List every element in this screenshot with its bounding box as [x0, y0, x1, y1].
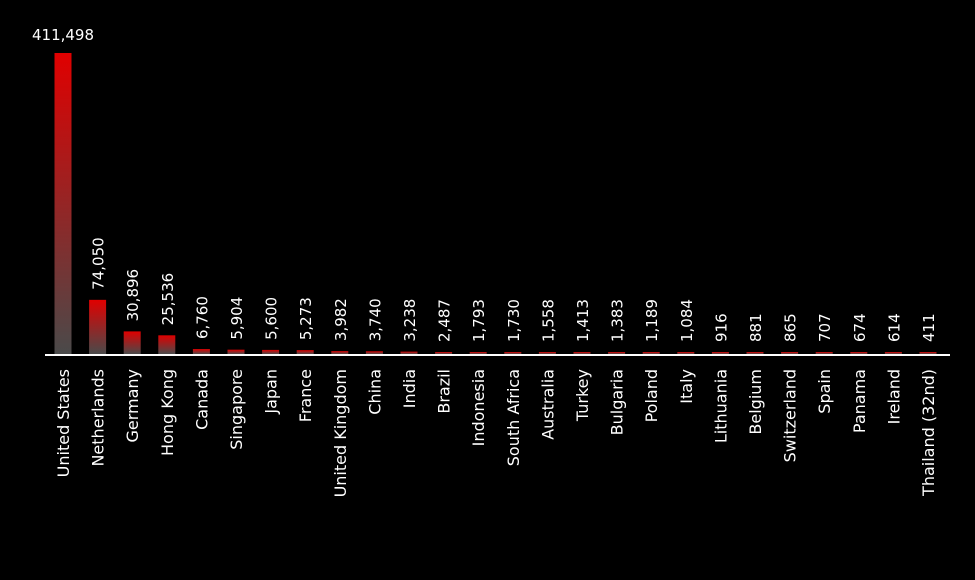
category-label-spain: Spain: [815, 369, 834, 414]
bar-belgium: [746, 352, 764, 354]
value-label-ireland: 614: [885, 313, 903, 342]
bar-singapore: [227, 349, 245, 354]
value-label-canada: 6,760: [193, 296, 211, 339]
category-label-france: France: [296, 369, 315, 422]
bar-thailand-32nd: [919, 352, 937, 354]
category-labels-group: United States Netherlands Germany Hong Kong…: [54, 369, 938, 497]
value-label-hong-kong: 25,536: [159, 273, 177, 326]
value-label-netherlands: 74,050: [90, 237, 108, 290]
category-label-japan: Japan: [262, 369, 281, 415]
category-label-australia: Australia: [538, 369, 557, 440]
value-label-indonesia: 1,793: [470, 299, 488, 342]
category-label-germany: Germany: [123, 369, 142, 443]
bar-australia: [538, 352, 556, 354]
bar-china: [365, 351, 383, 354]
value-label-china: 3,740: [366, 298, 384, 341]
category-label-singapore: Singapore: [227, 369, 246, 450]
category-label-canada: Canada: [192, 369, 211, 430]
value-label-panama: 674: [851, 313, 869, 342]
value-label-india: 3,238: [401, 299, 419, 342]
value-label-spain: 707: [816, 313, 834, 342]
category-label-hong-kong: Hong Kong: [158, 369, 177, 456]
value-label-united-kingdom: 3,982: [332, 298, 350, 341]
value-label-poland: 1,189: [643, 299, 661, 342]
category-label-netherlands: Netherlands: [89, 369, 108, 467]
value-label-belgium: 881: [747, 313, 765, 342]
category-label-united-states: United States: [54, 369, 73, 477]
category-label-poland: Poland: [642, 369, 661, 422]
value-label-bulgaria: 1,383: [609, 299, 627, 342]
value-label-south-africa: 1,730: [505, 299, 523, 342]
bar-france: [296, 350, 314, 354]
bar-united-kingdom: [331, 351, 349, 354]
bar-poland: [642, 352, 660, 354]
category-label-belgium: Belgium: [746, 369, 765, 435]
value-label-lithuania: 916: [712, 313, 730, 342]
bar-ireland: [884, 352, 902, 354]
category-label-brazil: Brazil: [435, 369, 454, 414]
category-label-south-africa: South Africa: [504, 369, 523, 466]
value-label-singapore: 5,904: [228, 297, 246, 340]
category-label-switzerland: Switzerland: [781, 369, 800, 462]
bar-switzerland: [781, 352, 799, 354]
bar-united-states: [54, 53, 72, 354]
category-label-ireland: Ireland: [884, 369, 903, 424]
category-label-lithuania: Lithuania: [711, 369, 730, 443]
bar-italy: [677, 352, 695, 354]
bar-turkey: [573, 352, 591, 354]
category-label-thailand-32nd: Thailand (32nd): [919, 369, 938, 497]
bar-canada: [192, 349, 210, 354]
bar-lithuania: [711, 352, 729, 354]
category-label-china: China: [365, 369, 384, 415]
value-label-australia: 1,558: [539, 299, 557, 342]
value-label-france: 5,273: [297, 297, 315, 340]
category-label-panama: Panama: [850, 369, 869, 433]
bar-japan: [262, 349, 280, 354]
category-label-united-kingdom: United Kingdom: [331, 369, 350, 497]
bar-bulgaria: [608, 352, 626, 354]
value-label-japan: 5,600: [263, 297, 281, 340]
value-label-turkey: 1,413: [574, 299, 592, 342]
category-label-indonesia: Indonesia: [469, 369, 488, 446]
category-label-bulgaria: Bulgaria: [608, 369, 627, 435]
bar-germany: [123, 331, 141, 354]
value-label-brazil: 2,487: [436, 299, 454, 342]
value-label-switzerland: 865: [782, 313, 800, 342]
value-label-thailand-32nd: 411: [920, 313, 938, 342]
value-label-italy: 1,084: [678, 299, 696, 342]
bars-group: [54, 53, 937, 354]
bar-indonesia: [469, 352, 487, 354]
category-label-india: India: [400, 369, 419, 408]
bar-spain: [815, 352, 833, 354]
bar-brazil: [435, 352, 453, 354]
bar-panama: [850, 352, 868, 354]
bar-india: [400, 351, 418, 354]
value-labels-group: 411,498 74,050 30,896 25,536 6,760 5,904 5,600…: [32, 26, 938, 342]
category-label-italy: Italy: [677, 369, 696, 404]
bar-hong-kong: [158, 335, 176, 354]
value-label-united-states: 411,498: [32, 26, 94, 44]
category-label-turkey: Turkey: [573, 369, 592, 422]
value-label-germany: 30,896: [124, 269, 142, 322]
bar-south-africa: [504, 352, 522, 354]
bar-netherlands: [89, 299, 107, 354]
